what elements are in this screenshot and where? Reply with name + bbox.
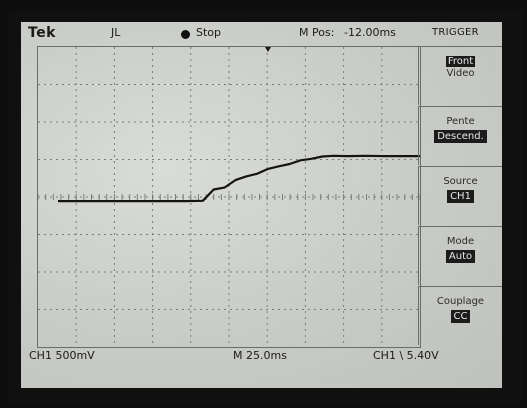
bottom-status-bar: CH1 500mV M 25.0ms CH1 \ 5.40V bbox=[21, 347, 502, 365]
scope-screen: Tek JL Stop M Pos: -12.00ms TRIGGER Fron… bbox=[21, 22, 502, 388]
menu-button-mode-label: Mode bbox=[446, 236, 475, 247]
menu-button-source[interactable]: Source CH1 bbox=[418, 166, 502, 225]
run-state-icon bbox=[181, 30, 190, 39]
trigger-side-menu: Front Video Pente Descend. Source CH1 Mo… bbox=[418, 46, 502, 346]
graticule-lines bbox=[38, 47, 420, 347]
menu-button-coupling-value: CC bbox=[450, 310, 471, 323]
menu-button-mode-value: Auto bbox=[445, 250, 476, 263]
waveform-plot bbox=[38, 47, 420, 347]
run-state-label: Stop bbox=[196, 26, 222, 39]
trigger-level-readout: CH1 \ 5.40V bbox=[373, 349, 439, 362]
front-label-text: Front bbox=[445, 56, 476, 67]
menu-button-slope[interactable]: Pente Descend. bbox=[418, 106, 502, 165]
horizontal-position-label: M Pos: bbox=[299, 26, 335, 39]
menu-title: TRIGGER bbox=[432, 27, 479, 38]
menu-button-slope-value: Descend. bbox=[434, 130, 487, 143]
horizontal-position-value: -12.00ms bbox=[344, 26, 396, 39]
menu-button-source-value: CH1 bbox=[447, 190, 474, 203]
menu-button-source-label: Source bbox=[443, 176, 478, 187]
top-status-bar: Tek JL Stop M Pos: -12.00ms TRIGGER bbox=[21, 22, 502, 44]
menu-button-front-label: Front bbox=[419, 56, 502, 67]
menu-button-mode[interactable]: Mode Auto bbox=[418, 226, 502, 285]
waveform-graticule bbox=[37, 46, 421, 348]
menu-button-front[interactable]: Front Video bbox=[418, 46, 502, 105]
menu-button-coupling[interactable]: Couplage CC bbox=[418, 286, 502, 345]
channel-scale-readout: CH1 500mV bbox=[29, 349, 95, 362]
ch1-trace bbox=[58, 154, 420, 203]
trigger-position-marker-icon bbox=[265, 47, 271, 52]
trace-group bbox=[58, 154, 420, 203]
menu-button-coupling-label: Couplage bbox=[436, 296, 485, 307]
brand-logo: Tek bbox=[28, 25, 56, 41]
timebase-readout: M 25.0ms bbox=[233, 349, 287, 362]
menu-button-slope-label: Pente bbox=[446, 116, 475, 127]
menu-button-front-value: Video bbox=[446, 68, 475, 79]
trigger-type-indicator: JL bbox=[111, 26, 121, 39]
